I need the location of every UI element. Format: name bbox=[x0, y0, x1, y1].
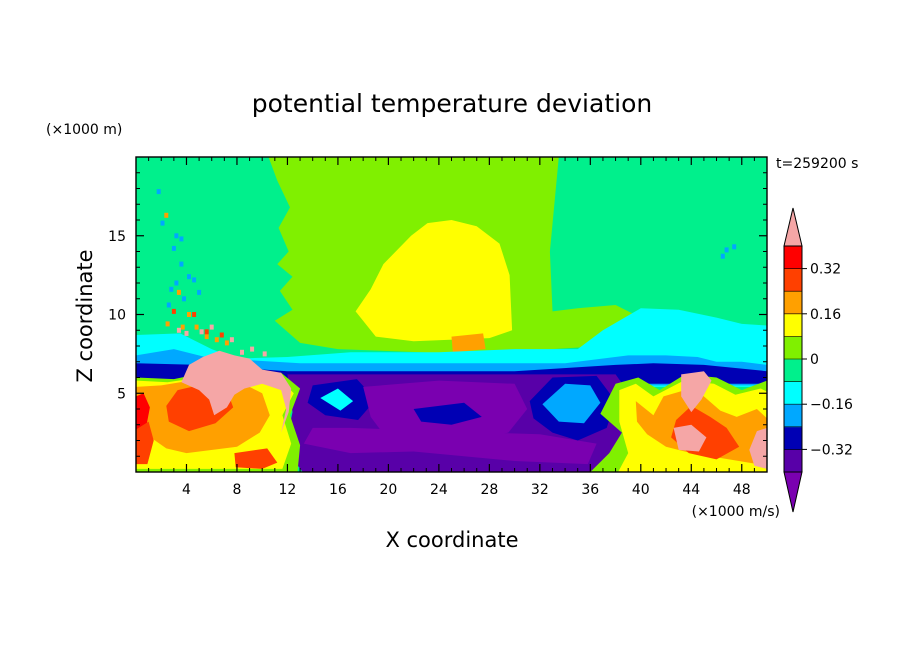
y-unit-label: (×1000 m) bbox=[46, 122, 122, 138]
contour-speck-1-8 bbox=[224, 340, 229, 346]
contour-region-21 bbox=[136, 421, 154, 465]
colorbar-segment bbox=[784, 449, 802, 473]
x-tick-label: 36 bbox=[581, 482, 599, 498]
x-tick-label: 4 bbox=[182, 482, 191, 498]
y-tick-label: 15 bbox=[108, 229, 126, 245]
contour-speck-0-14 bbox=[724, 247, 729, 253]
contour-speck-0-5 bbox=[179, 261, 184, 267]
x-tick-label: 12 bbox=[279, 482, 297, 498]
x-tick-label: 20 bbox=[379, 482, 397, 498]
colorbar-segment bbox=[784, 404, 802, 428]
y-tick-label: 5 bbox=[117, 386, 126, 402]
y-tick-label: 10 bbox=[108, 308, 126, 324]
contour-speck-2-7 bbox=[262, 351, 267, 357]
contour-speck-0-11 bbox=[192, 277, 197, 283]
colorbar-tick-label: 0 bbox=[810, 352, 819, 368]
colorbar-extend-bottom bbox=[783, 471, 803, 513]
contour-speck-0-7 bbox=[182, 296, 186, 302]
contour-speck-0-2 bbox=[174, 233, 179, 239]
time-label: t=259200 s bbox=[776, 156, 858, 172]
x-tick-label: 40 bbox=[632, 482, 650, 498]
y-axis-label: Z coordinate bbox=[73, 249, 97, 382]
x-tick-label: 48 bbox=[733, 482, 751, 498]
contour-speck-2-2 bbox=[199, 329, 204, 335]
contour-region-14 bbox=[413, 402, 482, 425]
x-tick-label: 28 bbox=[480, 482, 498, 498]
contour-speck-1-1 bbox=[176, 289, 181, 295]
colorbar-segment bbox=[784, 291, 802, 315]
contour-speck-0-1 bbox=[160, 220, 165, 226]
contour-speck-1-0 bbox=[164, 212, 169, 218]
contour-region-19 bbox=[181, 350, 292, 433]
colorbar-tick-label: −0.32 bbox=[810, 442, 853, 458]
x-axis: 4 8 12 16 20 24 28 32 36 40 44 48 bbox=[148, 157, 755, 498]
colorbar-tick-label: 0.16 bbox=[810, 307, 841, 323]
colorbar-segment bbox=[784, 268, 802, 292]
contour-speck-0-3 bbox=[179, 236, 184, 242]
contour-speck-2-5 bbox=[240, 349, 244, 355]
x-tick-label: 16 bbox=[329, 482, 347, 498]
contour-speck-0-4 bbox=[171, 245, 176, 251]
contour-region-27 bbox=[681, 371, 712, 413]
contour-speck-1-3 bbox=[180, 324, 185, 330]
contour-region-20 bbox=[136, 393, 150, 438]
colorbar: 0.32 0.16 0 −0.16 −0.32 bbox=[783, 207, 853, 513]
contour-speck-3-0 bbox=[171, 308, 176, 314]
contour-speck-2-1 bbox=[184, 330, 189, 336]
contour-speck-1-5 bbox=[194, 324, 199, 330]
colorbar-segment bbox=[784, 246, 802, 269]
contour-region-3 bbox=[451, 333, 486, 353]
contour-speck-0-12 bbox=[166, 302, 171, 308]
colorbar-extend-top bbox=[783, 207, 803, 247]
contour-speck-3-3 bbox=[219, 332, 224, 338]
colorbar-segment bbox=[784, 336, 802, 360]
contour-speck-2-6 bbox=[250, 346, 255, 352]
colorbar-segment bbox=[784, 426, 802, 450]
contour-region-2 bbox=[355, 220, 513, 342]
x-tick-label: 44 bbox=[682, 482, 700, 498]
contour-speck-0-0 bbox=[156, 189, 161, 195]
contour-speck-3-1 bbox=[192, 312, 197, 317]
colorbar-tick-label: −0.16 bbox=[810, 397, 853, 413]
contour-region-11 bbox=[320, 388, 354, 411]
x-tick-label: 8 bbox=[232, 482, 241, 498]
contour-region-22 bbox=[234, 448, 278, 469]
contour-speck-0-6 bbox=[187, 274, 191, 280]
contour-speck-1-6 bbox=[204, 334, 209, 340]
x-axis-label: X coordinate bbox=[385, 528, 518, 552]
contour-speck-1-4 bbox=[165, 321, 170, 327]
contour-speck-0-13 bbox=[720, 253, 725, 259]
contour-speck-0-10 bbox=[174, 280, 179, 286]
contour-speck-3-2 bbox=[204, 329, 209, 335]
contour-speck-0-8 bbox=[197, 289, 202, 295]
colorbar-tick-label: 0.32 bbox=[810, 262, 841, 278]
plot-area bbox=[136, 157, 767, 472]
contour-speck-2-0 bbox=[176, 327, 181, 333]
y-axis: 5 10 15 bbox=[108, 172, 767, 457]
contour-region-10 bbox=[542, 383, 601, 424]
contour-region-29 bbox=[749, 427, 767, 469]
x-tick-label: 24 bbox=[430, 482, 448, 498]
colorbar-segment bbox=[784, 381, 802, 405]
x-tick-label: 32 bbox=[531, 482, 549, 498]
contour-speck-2-4 bbox=[229, 337, 234, 343]
colorbar-segment bbox=[784, 359, 802, 382]
contour-speck-0-9 bbox=[169, 286, 174, 292]
contour-speck-1-2 bbox=[187, 312, 191, 317]
contour-region-28 bbox=[673, 424, 707, 452]
contour-speck-2-3 bbox=[209, 324, 214, 330]
chart-title: potential temperature deviation bbox=[252, 89, 652, 118]
contour-region-13 bbox=[303, 427, 597, 465]
contour-speck-0-15 bbox=[732, 244, 737, 250]
x-unit-label: (×1000 m/s) bbox=[692, 504, 780, 520]
contour-speck-1-7 bbox=[214, 337, 219, 343]
colorbar-segment bbox=[784, 313, 802, 337]
